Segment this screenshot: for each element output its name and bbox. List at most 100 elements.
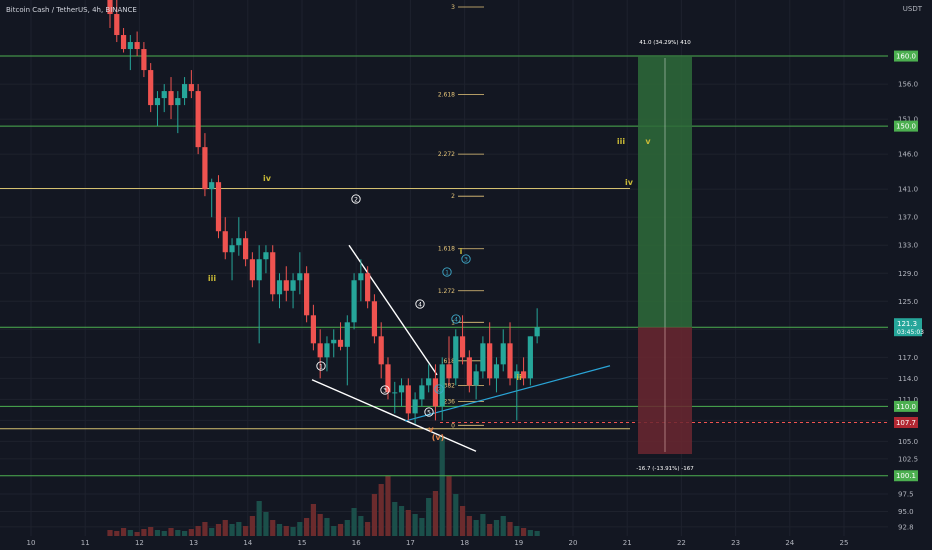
- price-axis-background: [888, 0, 932, 550]
- time-tick-label: 17: [406, 539, 415, 547]
- circled-wave-number: 1: [319, 363, 323, 370]
- candle-body: [480, 343, 486, 372]
- volume-bar: [168, 528, 174, 536]
- horizontal-levels[interactable]: [0, 55, 888, 477]
- circled-wave-marker: [442, 267, 452, 277]
- volume-bar: [398, 506, 405, 536]
- circled-wave-marker: [434, 384, 444, 394]
- reference-price-badge[interactable]: [894, 416, 918, 428]
- volume-bar: [520, 528, 527, 536]
- price-tick-label: 156.0: [898, 81, 918, 89]
- candle-body: [473, 371, 479, 386]
- circled-wave-marker: [316, 361, 326, 371]
- price-tick-label: 125.0: [898, 298, 918, 306]
- volume-bar: [317, 514, 323, 536]
- candle-body: [188, 84, 194, 92]
- price-level-badge[interactable]: [894, 120, 918, 132]
- volume-bar: [459, 506, 466, 536]
- candle-body: [378, 336, 384, 365]
- time-axis[interactable]: 10 11 12 13 14 15 16 17 18 19 20 21 22 23 24 25: [27, 539, 849, 547]
- volume-bar: [256, 501, 262, 536]
- time-tick-label: 23: [731, 539, 740, 547]
- candle-body: [256, 259, 262, 281]
- volume-bar: [358, 516, 364, 536]
- time-tick-label: 20: [569, 539, 578, 547]
- candle-body: [324, 343, 330, 358]
- volume-bar: [270, 520, 276, 536]
- wave-label: iv: [263, 174, 272, 183]
- last-price-value: 121.3: [897, 320, 917, 328]
- volume-bar: [304, 518, 310, 536]
- volume-bar: [405, 510, 411, 536]
- volume-bar: [154, 530, 161, 536]
- fib-level-label: 1.618: [438, 246, 455, 253]
- time-tick-label: 24: [785, 539, 794, 547]
- volume-bar: [337, 524, 344, 536]
- target-box[interactable]: 41.0 (34.29%) 410 -16.7 (-13.91%) -167: [636, 40, 694, 472]
- wedge-upper-line[interactable]: [348, 244, 438, 376]
- candle-body: [141, 49, 147, 71]
- price-level-badge-text: 150.0: [896, 123, 916, 131]
- volume-bar: [290, 527, 296, 536]
- volume-bar: [215, 524, 222, 536]
- volume-bar: [426, 498, 432, 536]
- candle-body: [154, 98, 161, 106]
- candle-body: [392, 392, 398, 394]
- volume-bar: [127, 530, 133, 536]
- volume-bar: [120, 528, 127, 536]
- circled-wave-number: 5: [427, 409, 431, 416]
- candle-body: [412, 399, 418, 414]
- time-tick-label: 11: [81, 539, 90, 547]
- volume-bar: [351, 508, 357, 536]
- wave-label: v: [645, 137, 651, 146]
- candle-body: [148, 70, 154, 106]
- volume-bar: [392, 502, 398, 536]
- candle-body: [120, 35, 127, 50]
- time-tick-label: 10: [27, 539, 36, 547]
- price-tick-label: 92.8: [898, 523, 914, 531]
- price-tick-label: 137.0: [898, 214, 918, 222]
- fib-level-label: 2.272: [438, 151, 455, 158]
- candle-body: [181, 84, 188, 99]
- circled-wave-number: 2: [354, 196, 358, 203]
- volume-bar: [446, 476, 452, 536]
- volume-bar: [148, 527, 154, 536]
- candle-body: [527, 336, 533, 379]
- volume-bars: [107, 436, 540, 536]
- candle-body: [459, 336, 466, 358]
- price-level-badge[interactable]: [894, 470, 918, 482]
- volume-bar: [202, 522, 208, 536]
- volume-bar: [344, 520, 350, 536]
- wave-label: (v): [432, 433, 445, 442]
- candle-body: [405, 385, 411, 414]
- volume-bar: [507, 522, 513, 536]
- volume-bar: [310, 504, 316, 536]
- time-tick-label: 22: [677, 539, 686, 547]
- axis-unit-label: USDT: [902, 5, 922, 13]
- candle-body: [310, 315, 316, 344]
- price-tick-label: 102.5: [898, 455, 918, 463]
- candle-body: [195, 91, 201, 148]
- circled-wave-number: 4: [418, 301, 422, 308]
- price-tick-label: 97.5: [898, 490, 914, 498]
- volume-bar: [324, 518, 330, 536]
- support-trend-line[interactable]: [404, 365, 611, 422]
- price-axis[interactable]: 156.0 151.0 146.0 141.0 137.0 133.0 129.0 125.0…: [888, 0, 932, 550]
- last-price-badge[interactable]: [894, 318, 922, 337]
- wedge-lower-line[interactable]: [311, 379, 477, 452]
- trend-lines[interactable]: [311, 244, 611, 452]
- candle-body: [466, 357, 472, 386]
- circled-wave-marker: [380, 385, 390, 395]
- candle-body: [351, 280, 357, 323]
- price-level-badge[interactable]: [894, 400, 918, 412]
- volume-bar: [466, 516, 472, 536]
- volume-bar: [236, 522, 242, 536]
- time-tick-label: 21: [623, 539, 632, 547]
- candle-body: [500, 343, 506, 365]
- volume-bar: [114, 531, 120, 536]
- price-level-badge[interactable]: [894, 50, 918, 62]
- fib-level-label: 2: [451, 193, 455, 200]
